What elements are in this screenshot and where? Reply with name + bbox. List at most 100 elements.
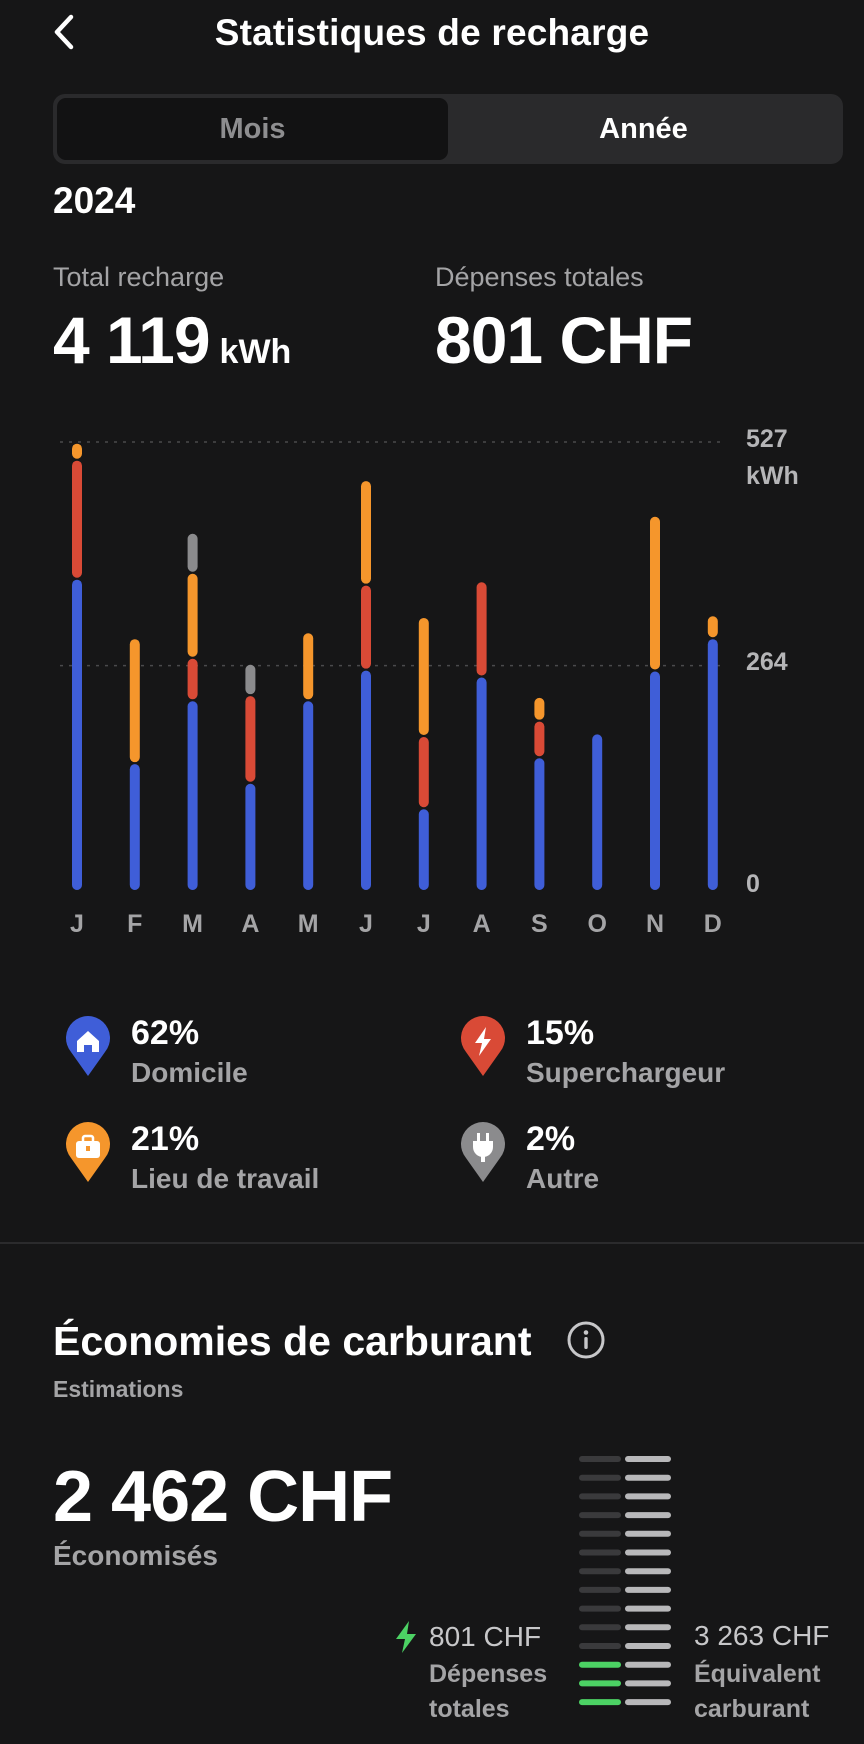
bar-9-domicile	[592, 734, 603, 890]
spent-segment-10	[579, 1643, 621, 1649]
total-charge-value: 4 119	[53, 303, 211, 377]
legend-other: 2% Autre	[459, 1120, 599, 1195]
back-button[interactable]	[44, 12, 84, 52]
bar-0-domicile	[72, 579, 82, 890]
bar-2-autre	[187, 533, 198, 572]
fuel-segment-12	[625, 1680, 671, 1687]
month-label-11: D	[703, 910, 722, 938]
fuel-segment-4	[625, 1530, 671, 1537]
fuel-segment-10	[625, 1643, 671, 1649]
info-icon[interactable]	[566, 1320, 606, 1360]
chevron-left-icon	[54, 14, 74, 50]
month-label-3: A	[241, 910, 260, 938]
bar-5-lieu-de-travail	[361, 481, 371, 584]
total-spend-label: Dépenses totales	[435, 262, 644, 292]
bar-6-lieu-de-travail	[418, 617, 429, 735]
lightning-icon	[396, 1621, 416, 1653]
fuel-segment-11	[625, 1661, 671, 1668]
fuel-segment-0	[625, 1456, 671, 1462]
spent-summary: 801 CHF	[393, 1620, 541, 1654]
y-tick-mid: 264	[746, 648, 788, 676]
bar-5-superchargeur	[361, 585, 371, 669]
legend-workplace-name: Lieu de travail	[131, 1163, 320, 1194]
total-charge: 4 119 kWh	[53, 302, 291, 378]
bar-6-superchargeur	[418, 736, 429, 808]
plug-icon	[461, 1122, 505, 1182]
fuel-segment-6	[625, 1568, 671, 1575]
spent-value: 801 CHF	[429, 1621, 542, 1652]
bar-11-domicile	[707, 639, 718, 890]
bar-0-superchargeur	[72, 460, 82, 578]
spent-segment-3	[579, 1512, 621, 1519]
fuel-segment-5	[625, 1549, 671, 1556]
bar-3-superchargeur	[245, 696, 256, 782]
spent-segment-13	[579, 1699, 621, 1706]
fuel-segment-2	[625, 1493, 671, 1500]
section-divider	[0, 1242, 864, 1244]
legend-other-pct: 2%	[526, 1120, 576, 1158]
month-label-0: J	[70, 910, 84, 938]
fuel-segment-9	[625, 1624, 671, 1631]
fuel-segment-7	[625, 1586, 671, 1593]
month-label-9: O	[587, 910, 607, 938]
bar-4-domicile	[303, 701, 314, 890]
savings-amount-label: Économisés	[53, 1540, 218, 1571]
fuel-segment-3	[625, 1512, 671, 1519]
savings-subtitle: Estimations	[53, 1376, 184, 1402]
bar-2-domicile	[187, 701, 198, 890]
tab-month[interactable]: Mois	[57, 98, 448, 160]
bar-4-lieu-de-travail	[303, 633, 314, 700]
month-label-5: J	[359, 910, 373, 938]
legend-supercharger-name: Superchargeur	[526, 1057, 726, 1088]
legend-supercharger-pct: 15%	[526, 1014, 595, 1052]
bar-8-domicile	[534, 758, 545, 890]
fuel-value: 3 263 CHF	[694, 1620, 830, 1651]
fuel-comparison-bars	[579, 1456, 671, 1706]
bar-8-superchargeur	[534, 721, 545, 757]
legend-home-name: Domicile	[131, 1057, 248, 1088]
spent-segment-2	[579, 1493, 621, 1500]
fuel-label-line1: Équivalent	[694, 1660, 821, 1688]
spent-segment-12	[579, 1680, 621, 1687]
legend-workplace-pct: 21%	[131, 1120, 200, 1158]
spent-segment-4	[579, 1530, 621, 1537]
legend-other-name: Autre	[526, 1163, 600, 1194]
bar-6-domicile	[418, 809, 429, 890]
bar-0-lieu-de-travail	[72, 443, 82, 459]
month-label-10: N	[645, 910, 665, 938]
month-label-2: M	[182, 910, 203, 938]
bar-1-lieu-de-travail	[129, 639, 140, 763]
lightning-icon	[461, 1016, 505, 1076]
fuel-segment-8	[625, 1605, 671, 1612]
spent-label: Dépenses totales	[429, 1657, 547, 1727]
month-label-7: A	[472, 910, 491, 938]
bar-3-autre	[245, 664, 256, 695]
year-label: 2024	[53, 180, 136, 221]
charge-chart	[60, 441, 720, 890]
home-icon	[66, 1016, 110, 1076]
spent-segment-6	[579, 1568, 621, 1575]
bar-10-domicile	[650, 671, 660, 890]
fuel-label-line2: carburant	[694, 1695, 810, 1723]
bar-7-domicile	[476, 677, 487, 890]
month-label-8: S	[531, 910, 548, 938]
bar-1-domicile	[129, 764, 140, 890]
legend-home: 62% Domicile	[64, 1014, 248, 1089]
month-label-1: F	[127, 910, 143, 938]
bar-10-lieu-de-travail	[650, 516, 660, 670]
spent-label-line1: Dépenses	[429, 1660, 548, 1688]
spent-segment-9	[579, 1624, 621, 1631]
total-charge-label: Total recharge	[53, 262, 225, 292]
spent-segment-11	[579, 1661, 621, 1668]
tab-year[interactable]: Année	[599, 112, 688, 145]
y-tick-max: 527	[746, 425, 788, 453]
bar-8-lieu-de-travail	[534, 697, 545, 720]
month-label-4: M	[297, 910, 319, 938]
total-spend-value: 801 CHF	[435, 303, 693, 377]
fuel-segment-13	[625, 1699, 671, 1706]
spent-segment-1	[579, 1474, 621, 1481]
y-tick-unit: kWh	[746, 462, 799, 490]
spent-segment-0	[579, 1456, 621, 1462]
bar-2-lieu-de-travail	[187, 573, 198, 657]
fuel-label: Équivalent carburant	[694, 1657, 820, 1727]
